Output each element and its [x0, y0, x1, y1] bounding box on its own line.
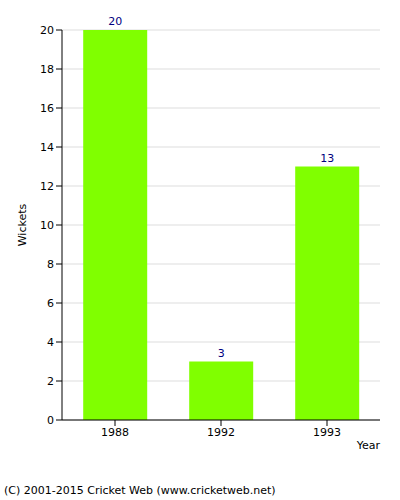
svg-text:1992: 1992	[207, 426, 235, 439]
svg-text:10: 10	[40, 219, 54, 232]
svg-text:14: 14	[40, 141, 54, 154]
svg-text:20: 20	[108, 15, 122, 28]
svg-text:1988: 1988	[101, 426, 129, 439]
svg-text:3: 3	[218, 347, 225, 360]
svg-text:1993: 1993	[313, 426, 341, 439]
svg-text:2: 2	[47, 375, 54, 388]
svg-text:20: 20	[40, 24, 54, 37]
svg-text:16: 16	[40, 102, 54, 115]
svg-text:4: 4	[47, 336, 54, 349]
svg-text:8: 8	[47, 258, 54, 271]
svg-text:18: 18	[40, 63, 54, 76]
svg-text:13: 13	[320, 152, 334, 165]
svg-text:6: 6	[47, 297, 54, 310]
svg-text:12: 12	[40, 180, 54, 193]
html-text:(C) 2001-2015 Cricket Web (www: (C) 2001-2015 Cricket Web (www.cricketwe…	[4, 484, 276, 497]
svg-text:Wickets: Wickets	[16, 203, 29, 246]
svg-text:0: 0	[47, 414, 54, 427]
html-text:Year: Year	[356, 439, 380, 452]
